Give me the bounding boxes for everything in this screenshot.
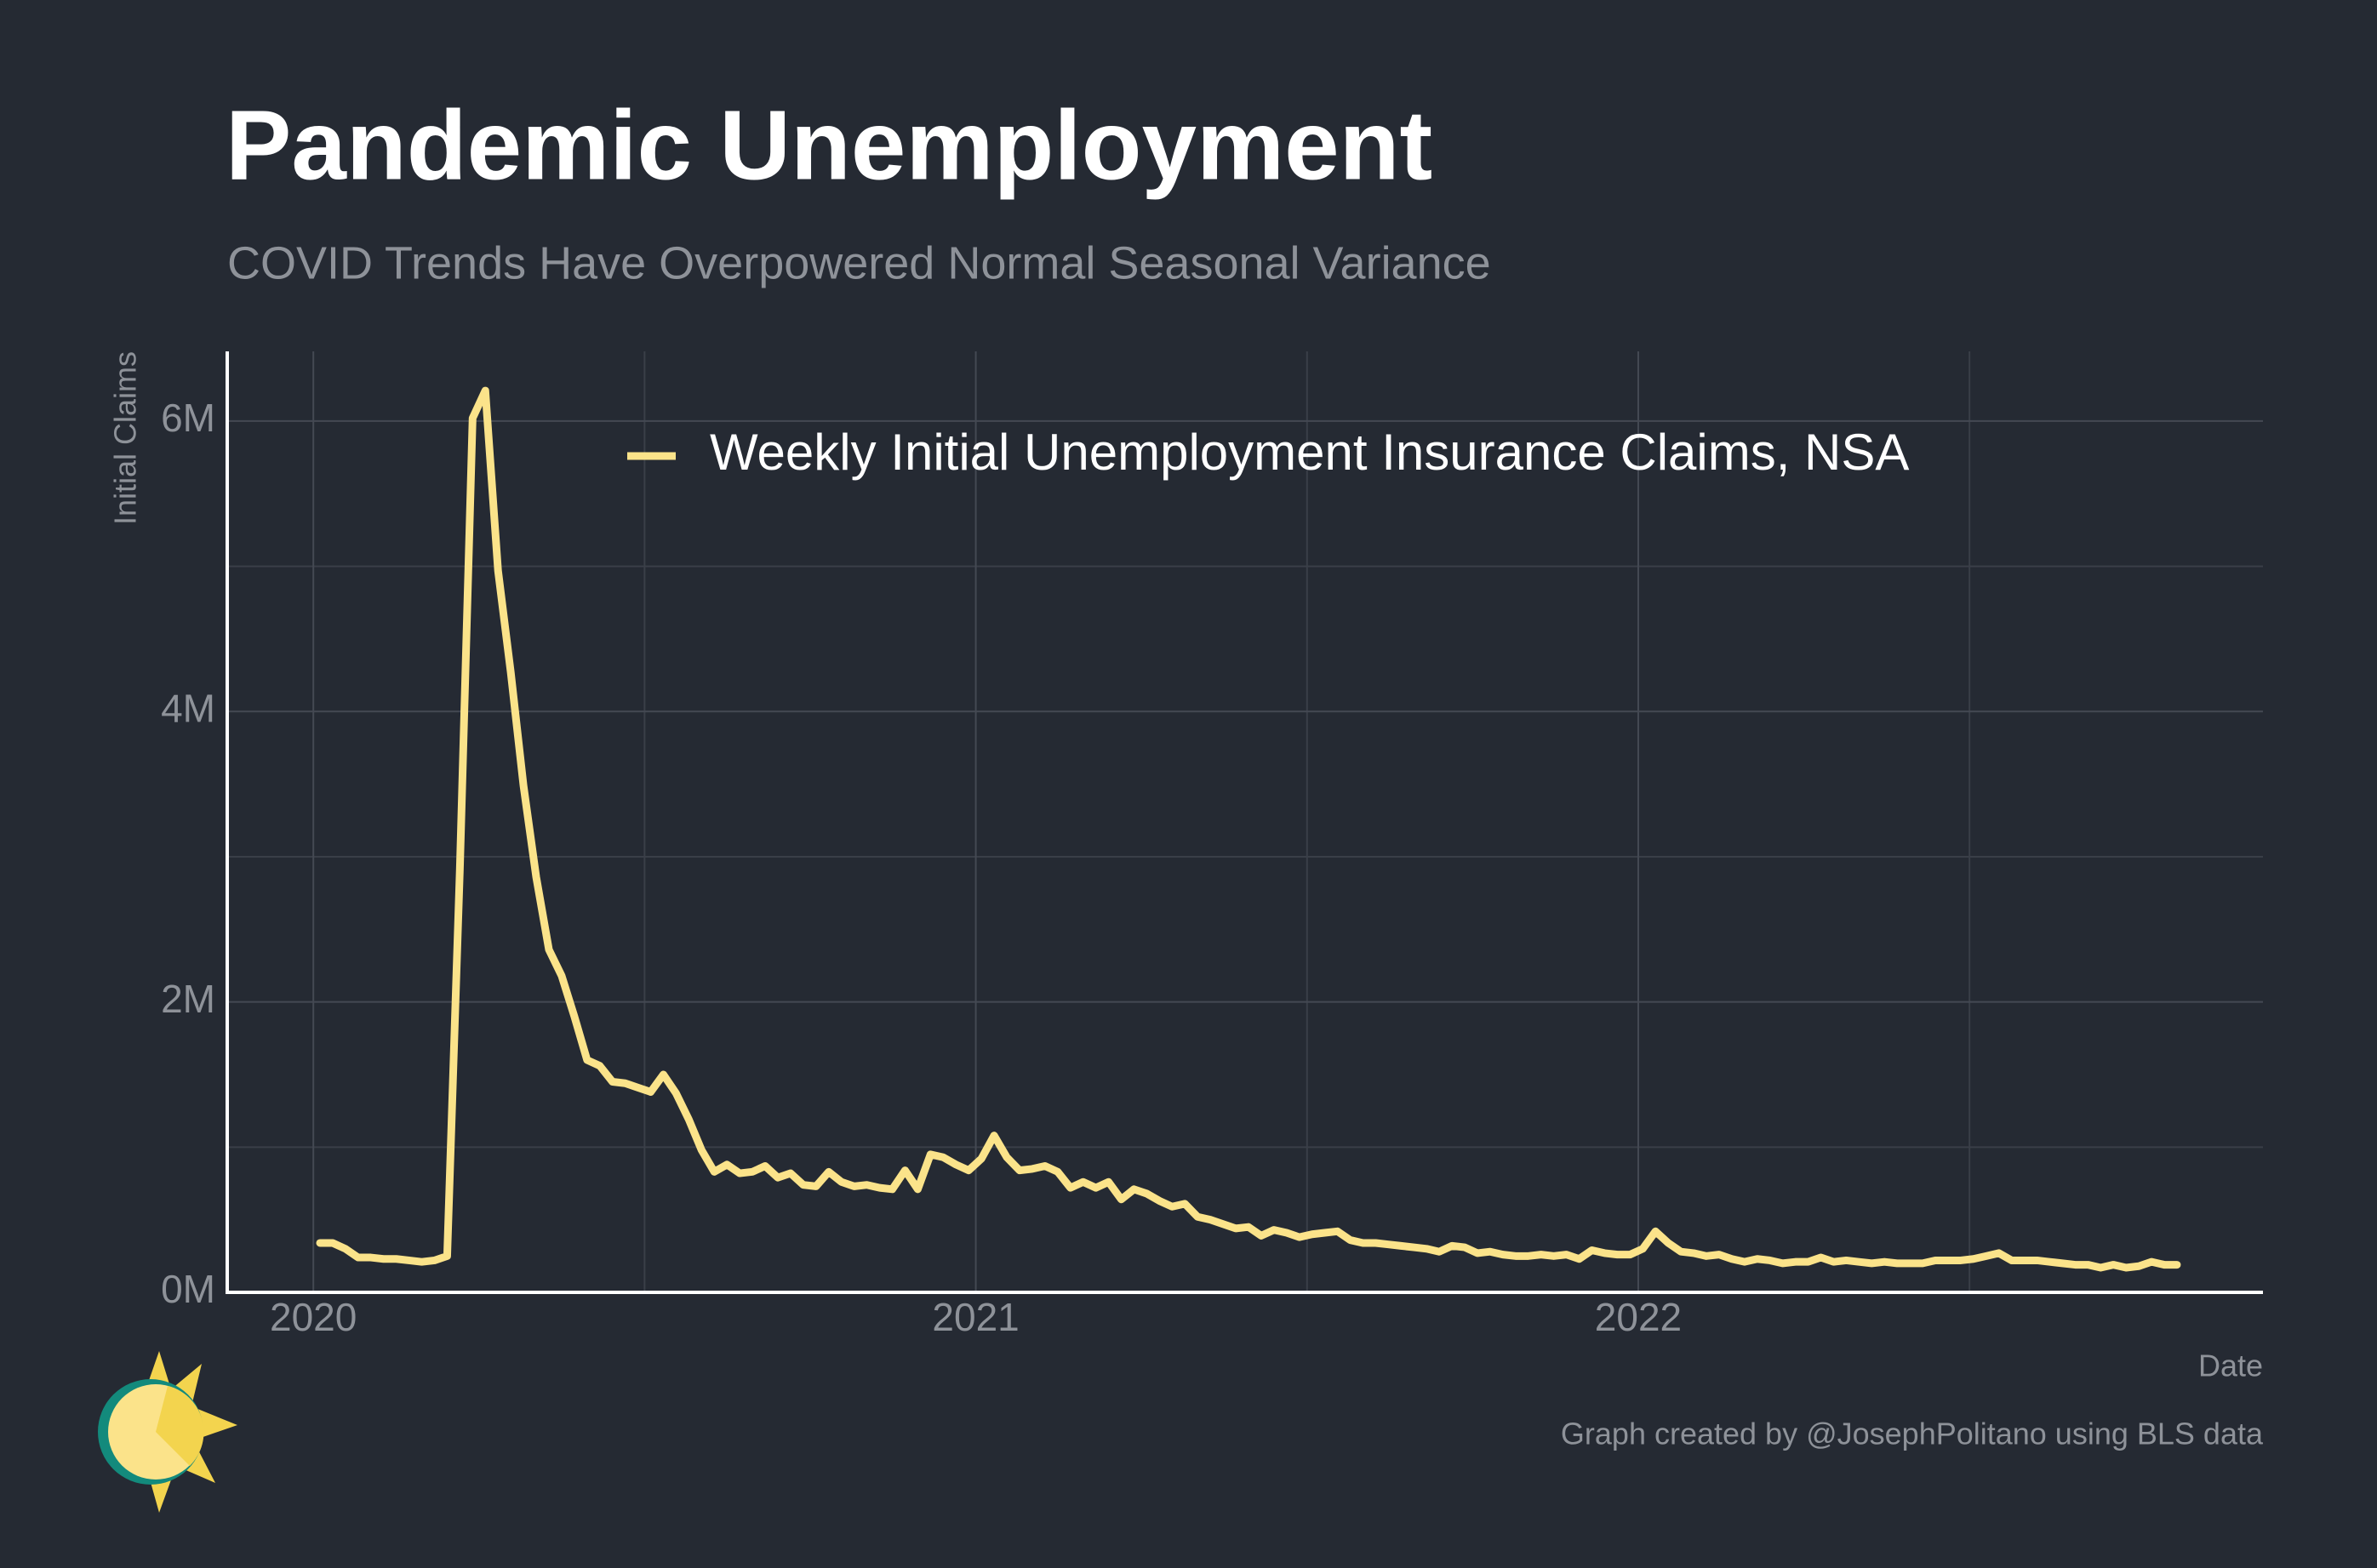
caption: Graph created by @JosephPolitano using B… [1561,1417,2264,1451]
y-tick-label: 6M [161,396,215,440]
x-axis-label: Date [2198,1348,2263,1383]
logo [98,1351,237,1513]
legend-label: Weekly Initial Unemployment Insurance Cl… [710,424,1909,481]
y-tick-label: 4M [161,686,215,730]
chart-subtitle: COVID Trends Have Overpowered Normal Sea… [227,237,1491,288]
chart-title: Pandemic Unemployment [226,90,1432,201]
data-line [316,386,2181,1272]
logo-shade [156,1386,204,1466]
x-tick-label: 2021 [932,1295,1019,1339]
x-tick-label: 2022 [1595,1295,1682,1339]
plot-area: 0M 2M 4M 6M 2020 2021 2022 Weekly Initial Unemp… [161,351,2263,1339]
y-tick-label: 2M [161,977,215,1021]
y-tick-label: 0M [161,1267,215,1311]
x-tick-label: 2020 [270,1295,357,1339]
y-axis-label: Initial Claims [108,351,143,525]
